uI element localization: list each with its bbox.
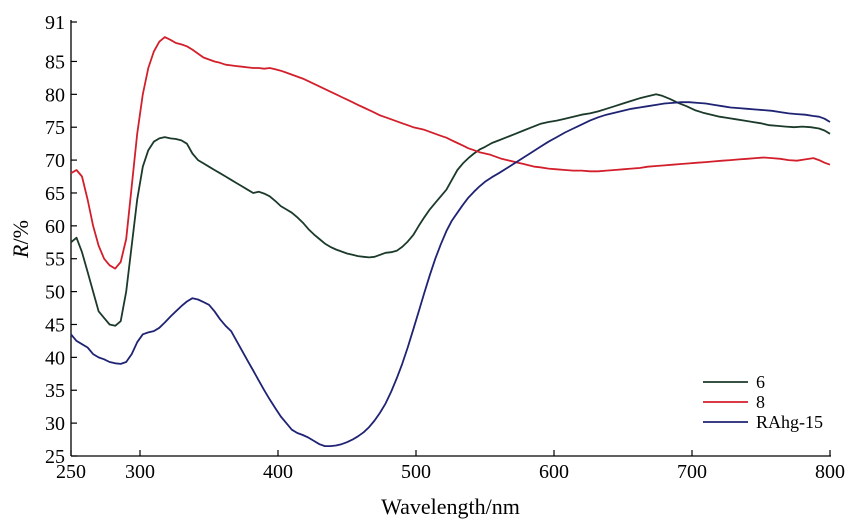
y-axis-title-unit: /% <box>8 220 33 244</box>
y-tick-label: 75 <box>45 117 65 139</box>
y-tick-label: 55 <box>45 249 65 271</box>
series-line-2 <box>70 36 831 270</box>
y-axis-title: R/% <box>8 220 33 259</box>
ticks: 250 300 400 500 600 700 800 25 30 35 40 45 50 55 60 65 7… <box>45 12 845 483</box>
y-tick-label: 85 <box>45 51 65 73</box>
x-tick-label: 250 <box>56 461 86 483</box>
y-tick-label: 30 <box>45 413 65 435</box>
y-tick-label: 80 <box>45 84 65 106</box>
series-lines <box>70 36 831 447</box>
series-line-1 <box>70 93 831 327</box>
x-tick-label: 800 <box>815 461 845 483</box>
x-tick-label: 300 <box>125 461 155 483</box>
y-tick-label: 45 <box>45 314 65 336</box>
y-tick-label: 60 <box>45 216 65 238</box>
series-line-3 <box>70 101 831 447</box>
x-tick-label: 400 <box>263 461 293 483</box>
legend-label: 6 <box>756 372 765 392</box>
y-tick-label: 35 <box>45 380 65 402</box>
x-tick-label: 600 <box>539 461 569 483</box>
x-axis-title: Wavelength/nm <box>381 494 520 519</box>
axes <box>70 20 831 457</box>
y-tick-label: 65 <box>45 183 65 205</box>
x-tick-label: 700 <box>677 461 707 483</box>
y-tick-label: 40 <box>45 347 65 369</box>
y-tick-label: 25 <box>45 446 65 468</box>
x-tick-label: 500 <box>401 461 431 483</box>
y-tick-label: 91 <box>45 12 65 34</box>
y-tick-label: 70 <box>45 150 65 172</box>
legend-label: 8 <box>756 392 765 412</box>
legend-label: RAhg-15 <box>756 412 823 432</box>
y-axis-title-symbol: R <box>8 244 33 259</box>
y-tick-label: 50 <box>45 282 65 304</box>
